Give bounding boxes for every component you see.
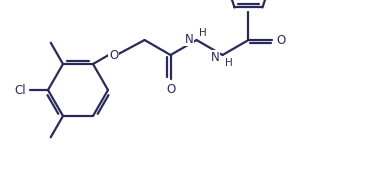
Text: O: O bbox=[109, 48, 118, 62]
Text: H: H bbox=[198, 28, 206, 38]
Text: O: O bbox=[276, 34, 286, 47]
Text: Cl: Cl bbox=[14, 84, 26, 97]
Text: N: N bbox=[211, 51, 219, 63]
Text: O: O bbox=[166, 83, 175, 96]
Text: H: H bbox=[224, 58, 232, 68]
Text: N: N bbox=[185, 33, 194, 45]
